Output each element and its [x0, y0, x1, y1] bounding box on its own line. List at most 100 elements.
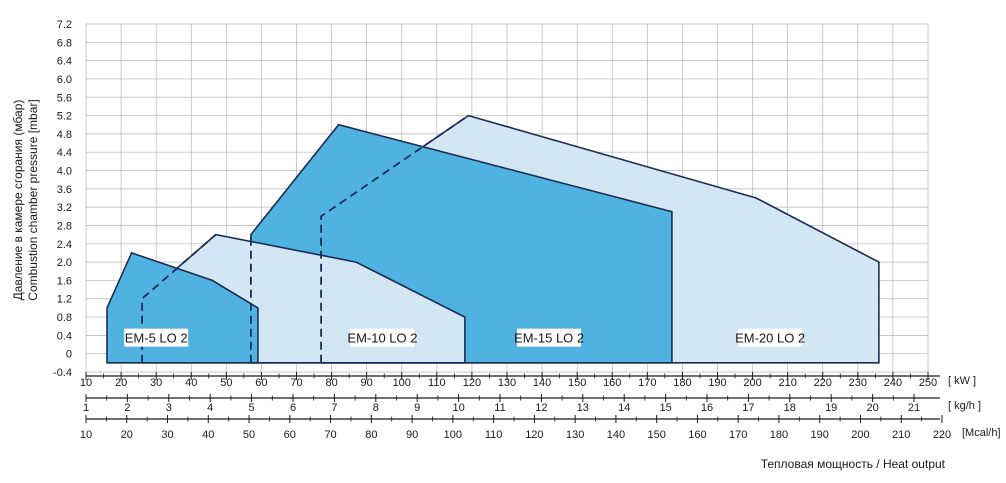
- x-axis-unit: [ kg/h ]: [948, 400, 981, 412]
- y-tick-label: 3.2: [57, 202, 72, 214]
- x-tick-label: 2: [124, 402, 130, 414]
- x-tick-label: 5: [249, 402, 255, 414]
- x-tick-label: 9: [414, 402, 420, 414]
- x-tick-label: 40: [185, 377, 197, 389]
- x-tick-label: 150: [647, 429, 665, 441]
- x-tick-label: 150: [568, 377, 586, 389]
- y-axis-title: Давление в камере сгорания (мбар) Combus…: [11, 99, 40, 300]
- x-tick-label: 210: [778, 377, 796, 389]
- x-tick-label: 190: [708, 377, 726, 389]
- x-tick-label: 70: [290, 377, 302, 389]
- x-tick-label: 11: [494, 402, 505, 414]
- x-tick-label: 100: [393, 377, 411, 389]
- region-label: EM-20 LO 2: [735, 331, 805, 346]
- region-label-box: [517, 328, 582, 347]
- x-tick-label: 10: [452, 402, 464, 414]
- series-areas: [106, 114, 880, 364]
- y-axis-title-line2: Combustion chamber pressure [mbar]: [26, 99, 40, 300]
- x-tick-label: 220: [814, 377, 832, 389]
- x-tick-label: 130: [566, 429, 584, 441]
- y-tick-label: 3.6: [57, 184, 72, 196]
- x-tick-label: 10: [80, 377, 92, 389]
- x-axis-title: Тепловая мощность / Heat output: [761, 457, 946, 471]
- x-tick-label: 160: [603, 377, 621, 389]
- y-tick-label: 0.8: [57, 312, 72, 324]
- x-tick-label: 20: [115, 377, 127, 389]
- x-tick-label: 50: [243, 429, 255, 441]
- x-tick-label: 50: [220, 377, 232, 389]
- x-tick-label: 240: [884, 377, 902, 389]
- y-axis-title-line1: Давление в камере сгорания (мбар): [11, 100, 25, 301]
- y-tick-label: 7.2: [57, 19, 72, 31]
- x-tick-label: 4: [207, 402, 213, 414]
- x-tick-label: 90: [361, 377, 373, 389]
- x-tick-label: 40: [202, 429, 214, 441]
- x-tick-label: 80: [365, 429, 377, 441]
- region-label-box: [350, 328, 415, 347]
- y-tick-label: 2.8: [57, 220, 72, 232]
- x-tick-label: 200: [851, 429, 869, 441]
- y-tick-label: 2.0: [57, 257, 72, 269]
- x-tick-label: 220: [933, 429, 951, 441]
- x-tick-label: 30: [150, 377, 162, 389]
- x-tick-label: 210: [892, 429, 910, 441]
- x-tick-label: 70: [324, 429, 336, 441]
- region-labels: EM-5 LO 2 EM-10 LO 2 EM-15 LO 2 EM-20 LO 2: [124, 328, 805, 347]
- y-tick-label: 2.4: [57, 239, 72, 251]
- x-tick-label: 13: [577, 402, 589, 414]
- x-tick-label: 20: [121, 429, 133, 441]
- y-tick-label: 0: [66, 349, 72, 361]
- y-tick-label: 4.0: [57, 166, 72, 178]
- x-tick-label: 170: [638, 377, 656, 389]
- x-tick-label: 110: [428, 377, 446, 389]
- x-tick-label: 1: [83, 402, 89, 414]
- x-tick-label: 160: [688, 429, 706, 441]
- x-tick-label: 130: [498, 377, 516, 389]
- y-tick-label: 6.8: [57, 37, 72, 49]
- x-tick-label: 170: [729, 429, 747, 441]
- x-tick-label: 90: [406, 429, 418, 441]
- x-tick-label: 12: [535, 402, 547, 414]
- x-tick-label: 200: [743, 377, 761, 389]
- x-tick-label: 10: [80, 429, 92, 441]
- x-tick-label: 7: [331, 402, 337, 414]
- x-tick-label: 110: [485, 429, 503, 441]
- series-dashed-edge-em-20-lo-2: [320, 114, 469, 363]
- y-tick-label: 1.2: [57, 294, 72, 306]
- y-tick-label: 4.8: [57, 129, 72, 141]
- x-tick-label: 3: [166, 402, 172, 414]
- region-label-box: [124, 328, 189, 347]
- region-label: EM-15 LO 2: [514, 331, 584, 346]
- x-tick-label: 18: [784, 402, 796, 414]
- region-label: EM-10 LO 2: [347, 331, 417, 346]
- y-tick-label: 6.0: [57, 74, 72, 86]
- x-tick-label: 100: [444, 429, 462, 441]
- y-tick-label: 5.2: [57, 111, 72, 123]
- x-tick-label: 120: [463, 377, 481, 389]
- y-tick-label: -0.4: [53, 367, 72, 379]
- x-axis-unit: [Mcal/h]: [962, 427, 1001, 439]
- x-tick-label: 21: [908, 402, 920, 414]
- region-label: EM-5 LO 2: [125, 331, 188, 346]
- x-tick-label: 8: [373, 402, 379, 414]
- x-tick-label: 60: [255, 377, 267, 389]
- x-tick-label: 180: [770, 429, 788, 441]
- x-tick-label: 250: [919, 377, 937, 389]
- y-tick-label: 0.4: [57, 330, 72, 342]
- x-tick-label: 20: [866, 402, 878, 414]
- x-tick-label: 180: [673, 377, 691, 389]
- x-axis-unit: [ kW ]: [948, 375, 976, 387]
- x-tick-label: 230: [849, 377, 867, 389]
- x-tick-label: 30: [161, 429, 173, 441]
- x-tick-label: 19: [825, 402, 837, 414]
- x-tick-label: 17: [742, 402, 754, 414]
- y-tick-label: 6.4: [57, 56, 72, 68]
- x-tick-label: 140: [607, 429, 625, 441]
- axes: -0.4 0 0.4 0.8 1.2 1.6 2.0 2.4 2.8 3.2 3.6 4.0 4.4 4.…: [53, 19, 1000, 441]
- x-tick-label: 120: [525, 429, 543, 441]
- x-tick-label: 14: [618, 402, 630, 414]
- x-tick-label: 6: [290, 402, 296, 414]
- x-tick-label: 16: [701, 402, 713, 414]
- region-label-box: [738, 328, 803, 347]
